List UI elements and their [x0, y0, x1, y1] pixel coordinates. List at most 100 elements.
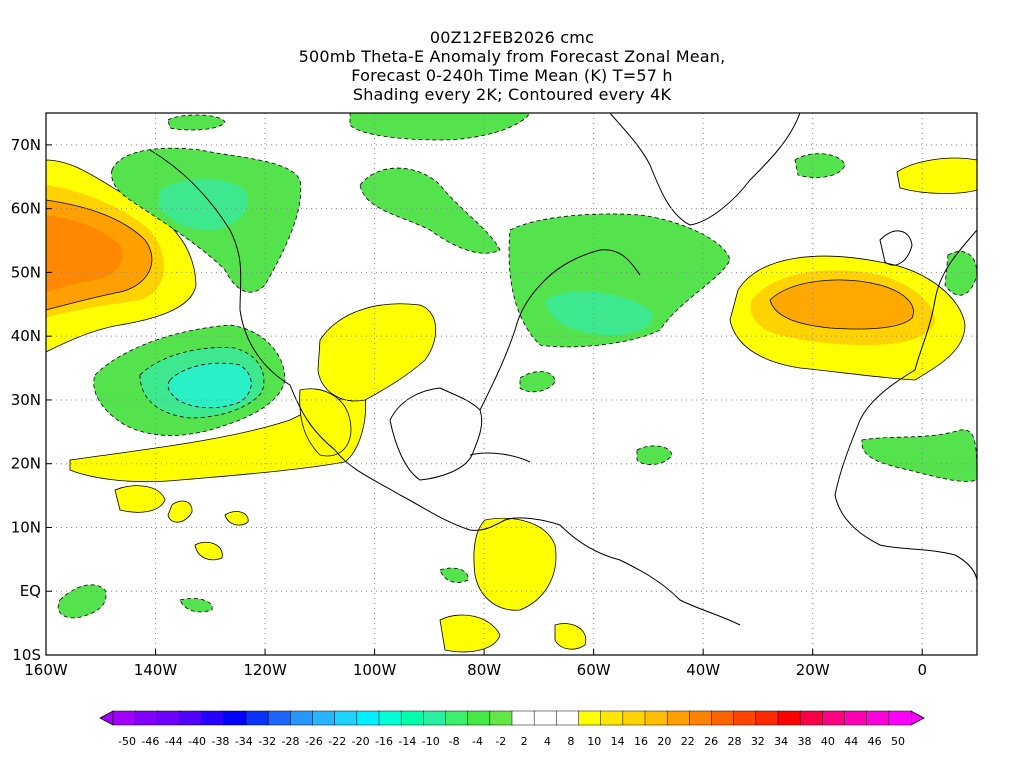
lon-tick-label: 20W — [796, 661, 830, 679]
colorbar-swatch — [179, 710, 203, 726]
colorbar-swatch — [644, 710, 668, 726]
north-america-coastline — [149, 149, 741, 626]
colorbar-swatch — [489, 710, 513, 726]
lon-tick-label: 40W — [686, 661, 720, 679]
colorbar-label: 2 — [521, 735, 528, 748]
colorbar-label: -20 — [352, 735, 370, 748]
colorbar-swatch — [888, 710, 912, 726]
greenland-west-green — [794, 153, 846, 178]
colorbar-label: -8 — [449, 735, 460, 748]
colorbar-label: -22 — [328, 735, 346, 748]
map-plot-area — [46, 113, 977, 655]
colorbar-swatch — [201, 710, 225, 726]
colorbar-swatch — [134, 710, 158, 726]
lon-tick-label: 160W — [24, 661, 68, 679]
colorbar-label: 34 — [774, 735, 788, 748]
cuba-coastline — [469, 452, 531, 463]
colorbar-swatch — [844, 710, 868, 726]
hudson-cool — [359, 167, 501, 254]
colorbar-label: -40 — [188, 735, 206, 748]
pacific-coast-cool — [167, 114, 226, 131]
colorbar-label: 20 — [657, 735, 671, 748]
colorbar-label: -26 — [305, 735, 323, 748]
colorbar-label: -28 — [282, 735, 300, 748]
colorbar-label: 4 — [544, 735, 551, 748]
colorbar-left-arrow — [99, 710, 114, 726]
e-pacific-warm-blob — [114, 485, 166, 513]
colorbar-swatch — [866, 710, 890, 726]
subtropical-pacific-cool-core — [167, 362, 252, 409]
colorbar-swatch — [267, 710, 291, 726]
colorbar-label: 16 — [634, 735, 648, 748]
colorbar-swatch — [799, 710, 823, 726]
title-line-4: Shading every 2K; Contoured every 4K — [352, 85, 672, 104]
south-atlantic-green — [57, 584, 107, 619]
anomaly-shading — [46, 113, 977, 653]
colorbar-swatch — [334, 710, 358, 726]
colorbar-label: -14 — [398, 735, 416, 748]
colorbar-swatch — [511, 710, 535, 726]
colorbar-right-arrow — [910, 710, 925, 726]
europe-africa-coastline — [834, 229, 977, 581]
colorbar-label: -32 — [258, 735, 276, 748]
e-pacific-green-blob — [179, 598, 213, 613]
colorbar-label: -4 — [472, 735, 483, 748]
colorbar-label: 46 — [868, 735, 882, 748]
colorbar-swatch — [290, 710, 314, 726]
colorbar-swatch — [777, 710, 801, 726]
south-america-warm-3 — [554, 623, 587, 650]
colorbar-swatch — [689, 710, 713, 726]
colorbar-label: 10 — [587, 735, 601, 748]
map-frame — [45, 112, 978, 656]
colorbar-label: 14 — [611, 735, 625, 748]
colorbar-swatch — [223, 710, 247, 726]
e-pacific-warm-blob-4 — [194, 541, 223, 561]
colorbar-swatch — [711, 710, 735, 726]
lat-tick-label: 40N — [11, 327, 41, 345]
title-line-1: 00Z12FEB2026 cmc — [429, 28, 595, 47]
colorbar-label: 38 — [798, 735, 812, 748]
colorbar-label: -44 — [165, 735, 183, 748]
caribbean-green — [439, 567, 469, 583]
colorbar-label: 32 — [751, 735, 765, 748]
colorbar-label: 28 — [727, 735, 741, 748]
colorbar-label: -16 — [375, 735, 393, 748]
atlantic-green-blob-2 — [636, 445, 673, 465]
colorbar-label: 22 — [681, 735, 695, 748]
colorbar-swatch — [600, 710, 624, 726]
west-africa-green — [861, 429, 977, 482]
us-interior-warm — [317, 303, 437, 402]
colorbar-label: -34 — [235, 735, 253, 748]
lat-tick-label: EQ — [20, 582, 41, 600]
lat-tick-label: 10S — [12, 646, 41, 664]
e-pacific-warm-blob-2 — [167, 500, 193, 523]
lat-tick-label: 50N — [11, 263, 41, 281]
lon-tick-label: 60W — [577, 661, 611, 679]
gulf-coastline — [389, 387, 483, 481]
colorbar-swatch — [533, 710, 557, 726]
colorbar-label: -50 — [118, 735, 136, 748]
west-africa-green-2 — [944, 251, 977, 296]
colorbar-label: 50 — [891, 735, 905, 748]
south-america-warm-2 — [439, 614, 501, 653]
lon-tick-label: 100W — [353, 661, 397, 679]
baja-warm — [299, 388, 352, 457]
colorbar-swatch — [733, 710, 757, 726]
lon-tick-label: 80W — [467, 661, 501, 679]
lon-tick-label: 140W — [134, 661, 178, 679]
colorbar-swatch — [112, 710, 136, 726]
colorbar-label: -10 — [422, 735, 440, 748]
title-line-3: Forecast 0-240h Time Mean (K) T=57 h — [351, 66, 673, 85]
greenland-coastline — [609, 113, 801, 226]
colorbar-label: 44 — [844, 735, 858, 748]
coastlines — [149, 113, 977, 626]
colorbar-label: -2 — [495, 735, 506, 748]
colorbar-swatch — [467, 710, 491, 726]
east-coastline — [479, 249, 641, 411]
graticule — [46, 113, 977, 655]
iceland-warm — [896, 157, 977, 194]
lon-tick-label: 120W — [243, 661, 287, 679]
colorbar-swatch — [578, 710, 602, 726]
subtropical-warm-band — [69, 394, 366, 483]
